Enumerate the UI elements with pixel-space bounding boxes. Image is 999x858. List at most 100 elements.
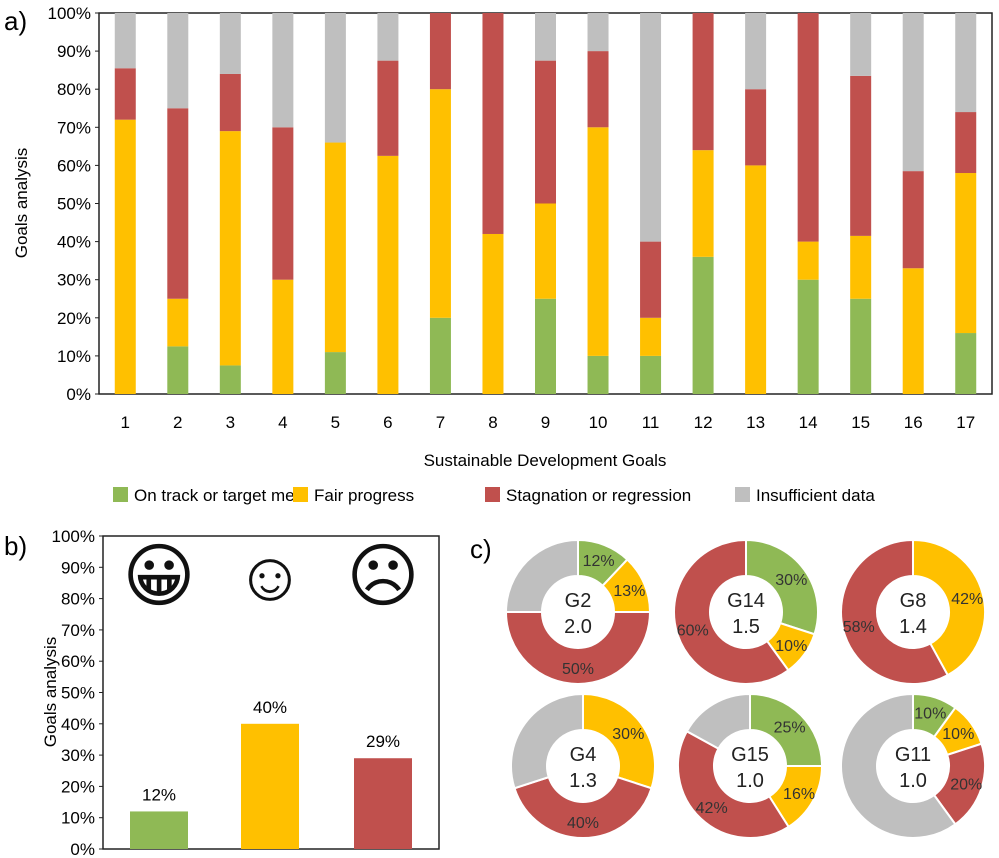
donut-score-label: 1.3 <box>569 770 597 792</box>
panel-a-stacked-bar-chart: a) Goals analysis Sustainable Developmen… <box>4 4 993 470</box>
panel-a-bar-segment <box>955 173 977 334</box>
panel-a-x-tick-label: 14 <box>799 413 818 432</box>
panel-a-bar-segment <box>797 241 819 280</box>
panel-a-y-tick-label: 0% <box>66 385 91 404</box>
panel-a-bar-segment <box>902 171 924 269</box>
panel-a-bar-segment <box>377 60 399 156</box>
panel-a-bar-segment <box>377 155 399 394</box>
panel-b-y-tick-label: 90% <box>61 558 95 577</box>
donut-score-label: 2.0 <box>564 616 592 638</box>
donut-slice-label: 25% <box>774 719 806 736</box>
panel-a-bar-segment <box>114 13 136 69</box>
panel-a-x-tick-label: 16 <box>904 413 923 432</box>
panel-a-y-tick-label: 40% <box>57 233 91 252</box>
donut-score-label: 1.4 <box>899 616 927 638</box>
panel-a-y-tick-label: 10% <box>57 347 91 366</box>
donut-slice-label: 50% <box>562 661 594 678</box>
panel-b-bar <box>241 723 299 849</box>
panel-b-data-label: 12% <box>142 785 176 804</box>
panel-a-bar-segment <box>640 13 662 242</box>
panel-b-data-label: 40% <box>253 698 287 717</box>
panel-a-bar-segment <box>955 333 977 394</box>
donut-slice <box>582 692 656 790</box>
panel-b-y-tick-label: 30% <box>61 746 95 765</box>
panel-b-y-tick-label: 20% <box>61 777 95 796</box>
panel-a-bar-segment <box>850 75 872 236</box>
panel-a-x-tick-label: 6 <box>383 413 392 432</box>
panel-a-x-tick-label: 1 <box>121 413 130 432</box>
panel-b-y-axis-label: Goals analysis <box>41 637 60 748</box>
panel-a-y-tick-label: 80% <box>57 80 91 99</box>
donut-score-label: 1.0 <box>899 770 927 792</box>
panel-b-data-label: 29% <box>366 732 400 751</box>
panel-b-label: b) <box>4 531 27 561</box>
donut-goal-label: G11 <box>895 744 931 766</box>
donut-slice <box>840 692 957 839</box>
donut-score-label: 1.0 <box>736 770 764 792</box>
panel-a-x-tick-label: 4 <box>278 413 287 432</box>
panel-a-bar-segment <box>167 108 189 299</box>
panel-a-y-tick-label: 90% <box>57 42 91 61</box>
panel-a-bar-segment <box>640 317 662 356</box>
donut-slice <box>510 692 584 790</box>
legend-label: Fair progress <box>314 486 414 505</box>
panel-a-x-axis-label: Sustainable Development Goals <box>424 451 667 470</box>
panel-a-bar-segment <box>429 317 451 394</box>
donut-slice-label: 10% <box>914 706 946 723</box>
donut-slice-label: 42% <box>696 800 728 817</box>
panel-a-bar-segment <box>429 13 451 90</box>
panel-a-bar-segment <box>745 165 767 394</box>
donut-goal-label: G15 <box>731 744 769 766</box>
donut-slice <box>677 729 790 839</box>
donut-slice-label: 60% <box>677 622 709 639</box>
panel-a-bar-segment <box>955 13 977 113</box>
panel-b-bar <box>354 758 412 849</box>
panel-a-bar-segment <box>745 89 767 166</box>
panel-a-bar-segment <box>219 73 241 132</box>
panel-b-y-tick-label: 10% <box>61 809 95 828</box>
panel-a-bar-segment <box>429 89 451 318</box>
legend-swatch <box>485 487 500 502</box>
panel-a-bar-segment <box>219 131 241 366</box>
donut-slice <box>912 538 986 677</box>
donut-score-label: 1.5 <box>732 616 760 638</box>
panel-a-bar-segment <box>167 346 189 394</box>
panel-a-bar-segment <box>587 13 609 52</box>
donut-goal-label: G14 <box>727 590 765 612</box>
panel-a-bar-segment <box>167 298 189 347</box>
frowning-face-icon: ☹ <box>347 537 420 615</box>
panel-c-label: c) <box>470 534 492 564</box>
panel-a-bar-segment <box>324 13 346 143</box>
panel-a-y-axis-label: Goals analysis <box>12 148 31 259</box>
donut-goal-label: G2 <box>565 590 592 612</box>
panel-a-bar-segment <box>272 279 294 394</box>
panel-b-y-tick-label: 0% <box>70 840 95 858</box>
panel-a-bar-segment <box>272 13 294 128</box>
panel-a-bar-segment <box>902 268 924 394</box>
donut-slice-label: 12% <box>583 553 615 570</box>
panel-a-bar-segment <box>587 51 609 128</box>
legend: On track or target met Fair progress Stagn… <box>113 486 875 505</box>
panel-a-x-tick-label: 17 <box>956 413 975 432</box>
panel-a-bar-segment <box>850 13 872 76</box>
donut-slice <box>504 611 652 685</box>
panel-a-bar-segment <box>535 203 556 299</box>
panel-a-bar-segment <box>955 112 977 174</box>
panel-a-bar-segment <box>324 142 346 353</box>
panel-a-y-tick-label: 70% <box>57 118 91 137</box>
donut-slice <box>745 538 819 636</box>
donut-slice-label: 42% <box>951 591 983 608</box>
panel-a-x-tick-label: 15 <box>851 413 870 432</box>
donut-slice-label: 13% <box>613 583 645 600</box>
donut-slice-label: 16% <box>783 786 815 803</box>
panel-a-x-tick-label: 13 <box>746 413 765 432</box>
panel-a-y-tick-label: 50% <box>57 195 91 214</box>
panel-a-bar-segment <box>535 298 556 394</box>
panel-a-bar-segment <box>272 127 294 280</box>
donut-slice <box>685 692 751 751</box>
panel-a-bar-segment <box>692 256 714 394</box>
grinning-face-icon: 😀 <box>123 537 196 615</box>
panel-b-bar <box>130 811 188 849</box>
panel-a-bar-segment <box>640 241 662 318</box>
legend-swatch <box>113 487 128 502</box>
